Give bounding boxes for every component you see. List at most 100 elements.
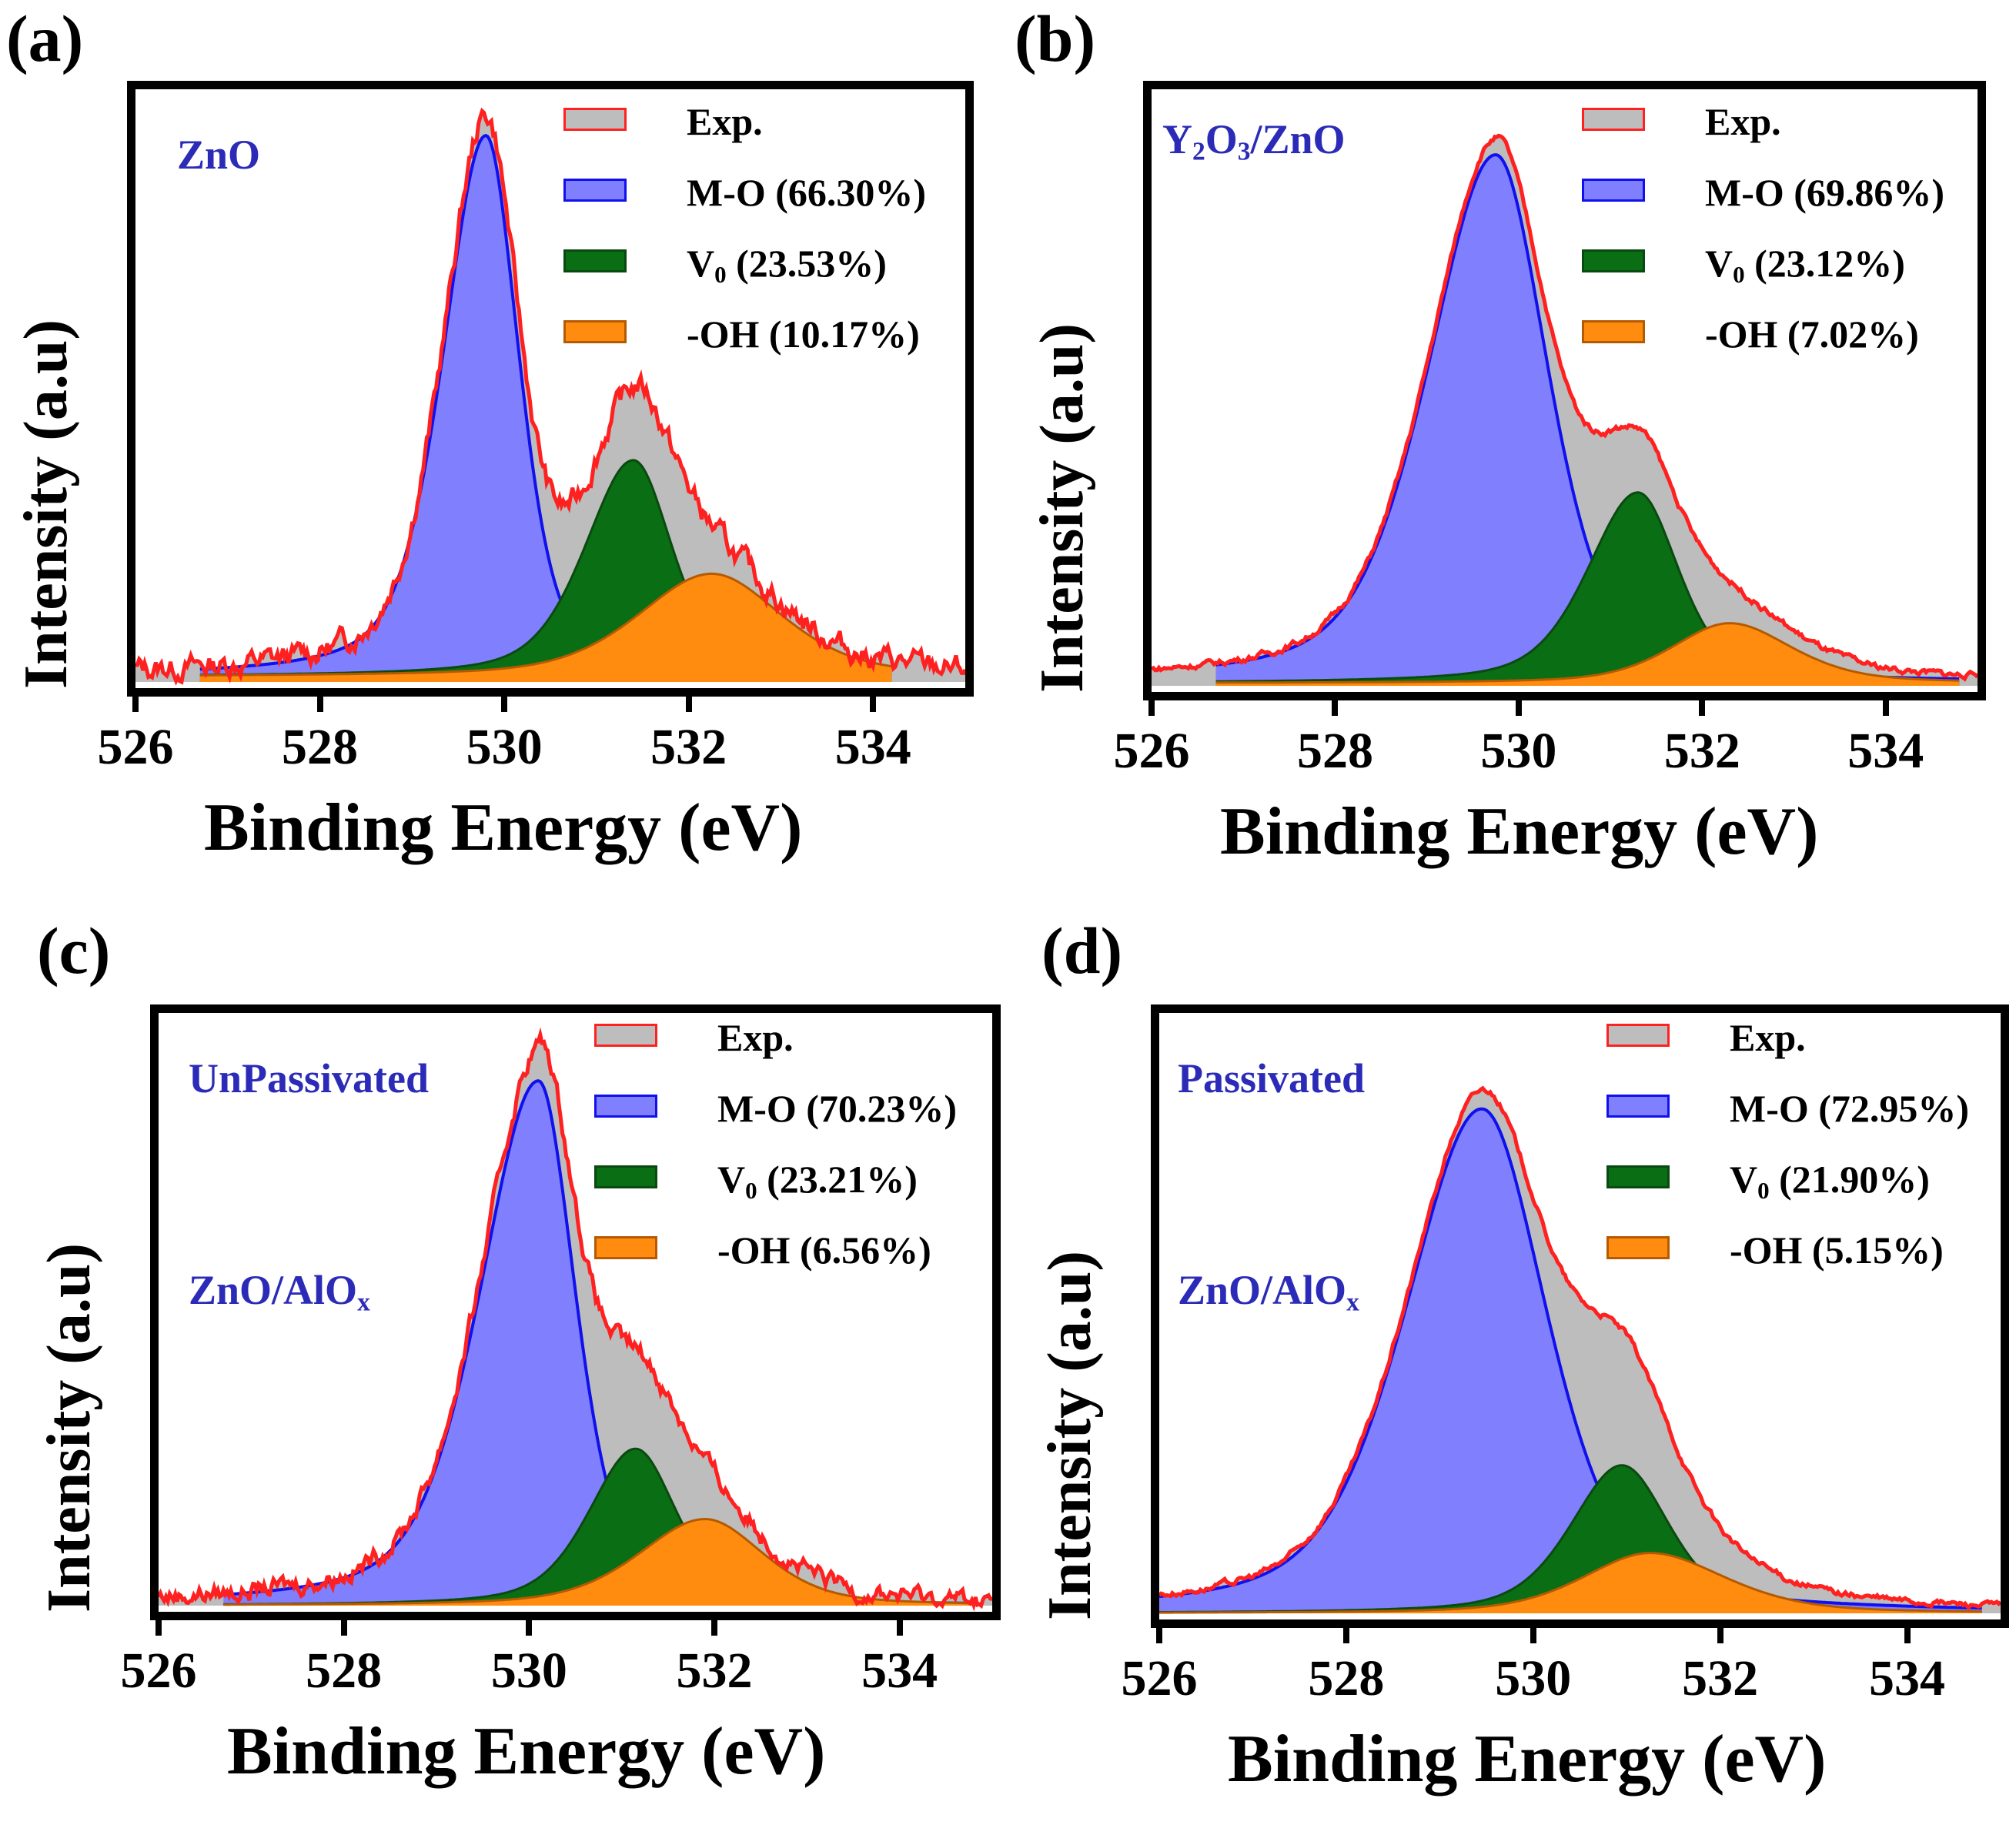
legend-vo-symbol: V — [717, 1158, 746, 1201]
x-tick-label: 534 — [861, 1643, 938, 1699]
legend-swatch — [1582, 249, 1645, 272]
legend-label: M-O (69.86%) — [1705, 171, 1945, 214]
x-tick-mark — [526, 1620, 533, 1636]
x-tick-label: 528 — [306, 1643, 383, 1699]
legend-vo-percent: (23.12%) — [1754, 242, 1905, 285]
x-tick-label: 526 — [1121, 1650, 1198, 1706]
legend-swatch — [563, 249, 627, 272]
x-tick-mark — [1882, 700, 1889, 716]
legend-vo-subscript: 0 — [1733, 260, 1745, 288]
exp-line — [1159, 1085, 2001, 1611]
x-tick-mark — [1156, 1628, 1162, 1643]
x-tick-label: 526 — [120, 1643, 197, 1699]
x-axis-label: Binding Energy (eV) — [227, 1714, 826, 1789]
sample-label: Y2O3/ZnO — [1162, 116, 1346, 166]
x-tick-label: 530 — [1495, 1650, 1572, 1706]
x-tick-mark — [340, 1620, 347, 1636]
x-tick-mark — [1717, 1628, 1723, 1643]
sample-label: UnPassivated — [189, 1055, 430, 1101]
legend-label: Exp. — [687, 100, 763, 143]
exp-line — [159, 1027, 992, 1612]
sample-label: ZnO — [177, 132, 261, 178]
x-tick-mark — [1515, 700, 1522, 716]
vo-peak-area — [1159, 1465, 1982, 1613]
legend-swatch — [594, 1024, 657, 1047]
legend-swatch — [563, 179, 627, 202]
legend-swatch — [563, 108, 627, 131]
legend-label: -OH (5.15%) — [1730, 1228, 1944, 1272]
legend-swatch — [594, 1095, 657, 1118]
legend-swatch — [1606, 1236, 1670, 1259]
legend-vo-symbol: V — [1705, 242, 1733, 285]
x-tick-label: 534 — [834, 719, 911, 775]
legend-label: M-O (70.23%) — [717, 1087, 958, 1130]
x-tick-mark — [1332, 700, 1339, 716]
x-tick-label: 526 — [97, 719, 174, 775]
x-tick-mark — [1530, 1628, 1536, 1643]
oh-peak-area — [223, 1519, 974, 1606]
panel-d: (d) Intensity (a.u) 526 528 530 532 534 Binding… — [1035, 912, 2016, 1820]
x-tick-label: 532 — [1663, 723, 1740, 779]
x-tick-label: 532 — [650, 719, 727, 775]
exp-line — [1152, 133, 1978, 682]
legend-swatch — [1582, 179, 1645, 202]
oh-peak-area — [199, 573, 892, 682]
x-tick-mark — [1148, 700, 1155, 716]
legend-label: -OH (6.56%) — [717, 1228, 931, 1272]
x-tick-label: 526 — [1113, 723, 1190, 779]
legend-label: M-O (72.95%) — [1730, 1087, 1970, 1130]
legend-swatch — [594, 1236, 657, 1259]
x-tick-mark — [1699, 700, 1706, 716]
panel-a: (a) Intensity (a.u) 526 528 530 532 534 Binding… — [0, 0, 1001, 908]
x-tick-label: 532 — [1682, 1650, 1759, 1706]
x-tick-mark — [316, 697, 323, 712]
legend-vo-subscript: 0 — [1757, 1176, 1770, 1204]
legend-label: V0 (23.53%) — [687, 241, 887, 289]
vo-peak-area — [1215, 492, 1960, 686]
legend-label: V0 (23.21%) — [717, 1157, 918, 1205]
y-axis-label: Intensity (a.u) — [12, 319, 80, 689]
x-tick-mark — [1904, 1628, 1911, 1643]
mo-peak-line — [1159, 1107, 1982, 1610]
mo-peak-area — [1159, 1108, 1982, 1613]
legend-label: -OH (10.17%) — [687, 313, 920, 356]
xps-chart — [1152, 133, 1978, 687]
x-tick-label: 532 — [676, 1643, 753, 1699]
legend-vo-symbol: V — [687, 242, 715, 285]
legend-label: Exp. — [1730, 1016, 1806, 1059]
legend-label: Exp. — [717, 1016, 794, 1059]
sample-material-label: ZnO/AlOx — [189, 1267, 370, 1317]
x-tick-label: 534 — [1847, 723, 1924, 779]
legend-swatch — [594, 1165, 657, 1188]
oh-peak-line — [223, 1517, 974, 1606]
legend-label: V0 (21.90%) — [1730, 1157, 1930, 1205]
x-tick-mark — [132, 697, 139, 712]
plot-area — [1143, 81, 1986, 700]
xps-chart — [159, 1027, 992, 1612]
panel-letter: (d) — [1041, 914, 1123, 988]
legend-swatch — [1606, 1095, 1670, 1118]
panel-letter: (c) — [37, 914, 111, 988]
legend-vo-percent: (21.90%) — [1779, 1158, 1930, 1201]
x-tick-label: 530 — [1480, 723, 1557, 779]
oh-peak-line — [1159, 1552, 1982, 1614]
panel-c: (c) Intensity (a.u) 526 528 530 532 534 Binding… — [31, 912, 1031, 1820]
legend-swatch — [1606, 1165, 1670, 1188]
x-axis-label: Binding Energy (eV) — [1228, 1722, 1827, 1797]
plot-area — [1151, 1004, 2009, 1628]
legend-swatch — [1606, 1024, 1670, 1047]
vo-peak-area — [223, 1449, 974, 1606]
oh-peak-area — [1159, 1553, 1982, 1613]
panel-b: (b) Intensity (a.u) 526 528 530 532 534 Binding… — [1008, 0, 2009, 908]
legend-vo-subscript: 0 — [714, 260, 727, 288]
x-tick-label: 530 — [490, 1643, 567, 1699]
legend-label: -OH (7.02%) — [1705, 313, 1919, 356]
x-axis-label: Binding Energy (eV) — [1220, 794, 1819, 869]
oh-peak-area — [1215, 623, 1960, 686]
panel-letter: (b) — [1015, 2, 1096, 75]
legend-label: V0 (23.12%) — [1705, 241, 1905, 289]
x-tick-label: 528 — [282, 719, 359, 775]
x-tick-mark — [1342, 1628, 1349, 1643]
vo-peak-area — [199, 460, 892, 682]
x-tick-mark — [870, 697, 877, 712]
